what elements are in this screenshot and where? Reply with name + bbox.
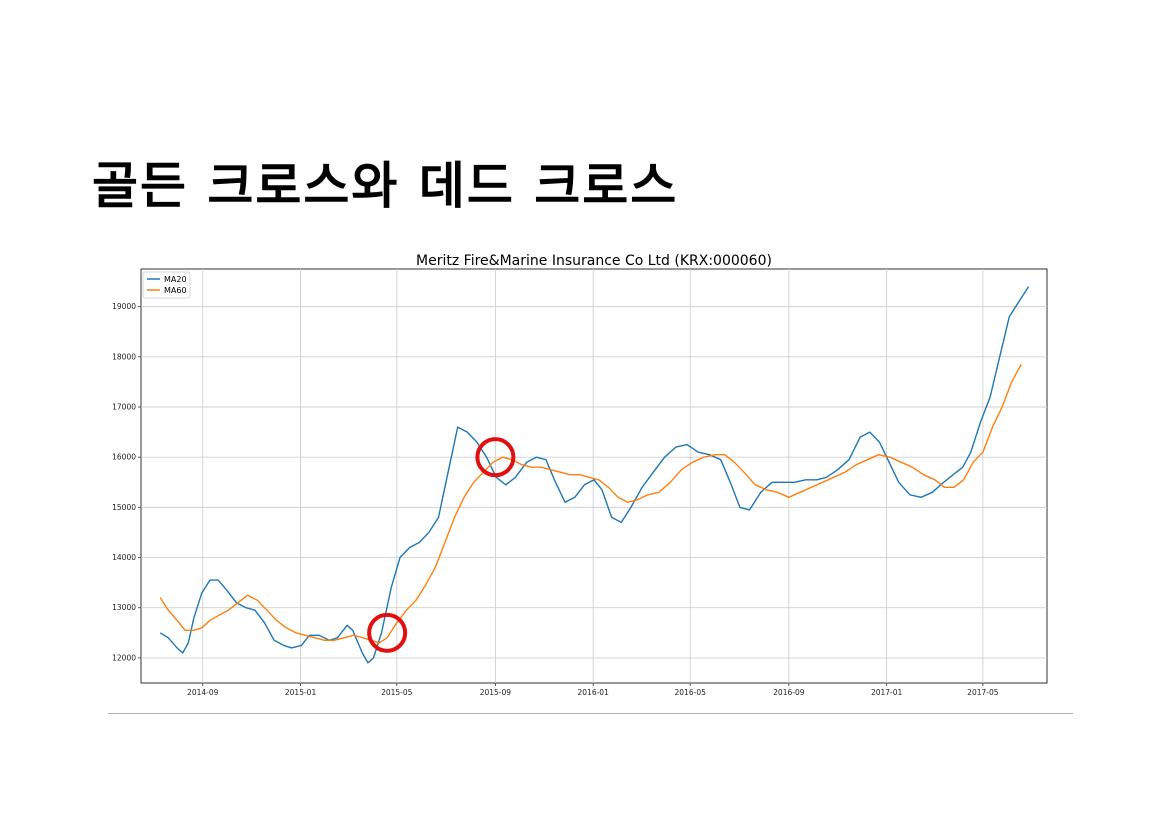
- x-tick-label: 2016-01: [578, 688, 610, 697]
- line-chart: Meritz Fire&Marine Insurance Co Ltd (KRX…: [112, 253, 1048, 697]
- crossover-highlight-circle: [475, 437, 516, 478]
- x-tick-label: 2015-05: [381, 688, 413, 697]
- legend: MA20 MA60: [142, 271, 191, 299]
- series-group: [159, 286, 1030, 664]
- legend-label-ma20: MA20: [164, 275, 187, 284]
- chart-title-group: Meritz Fire&Marine Insurance Co Ltd (KRX…: [416, 253, 772, 269]
- x-tick-label: 2016-05: [675, 688, 707, 697]
- legend-label-ma60: MA60: [164, 286, 187, 295]
- slide-title: 골든 크로스와 데드 크로스: [92, 157, 679, 215]
- crossover-highlight-circle: [367, 612, 408, 653]
- y-tick-label: 14000: [112, 553, 136, 562]
- x-tick-label: 2017-01: [871, 688, 903, 697]
- series-line-ma20: [159, 286, 1030, 664]
- x-tick-label: 2017-05: [967, 688, 999, 697]
- y-tick-label: 13000: [112, 603, 136, 612]
- y-tick-label: 17000: [112, 403, 136, 412]
- y-axis: 12000 13000 14000 15000 16000 17000 18000 19000: [112, 302, 141, 662]
- x-axis: 2014-09 2015-01 2015-05 2015-09 2016-01 2016-…: [187, 683, 999, 697]
- x-tick-label: 2015-09: [480, 688, 512, 697]
- chart-title: Meritz Fire&Marine Insurance Co Ltd (KRX…: [416, 253, 772, 269]
- y-tick-label: 12000: [112, 653, 136, 662]
- y-tick-label: 16000: [112, 453, 136, 462]
- y-tick-label: 15000: [112, 503, 136, 512]
- series-line-ma60: [159, 363, 1022, 644]
- x-tick-label: 2015-01: [285, 688, 317, 697]
- x-tick-label: 2016-09: [773, 688, 805, 697]
- annotations: [367, 437, 516, 653]
- x-tick-label: 2014-09: [187, 688, 219, 697]
- grid: [141, 269, 1047, 683]
- y-tick-label: 18000: [112, 352, 136, 361]
- divider-line: [108, 713, 1073, 714]
- y-tick-label: 19000: [112, 302, 136, 311]
